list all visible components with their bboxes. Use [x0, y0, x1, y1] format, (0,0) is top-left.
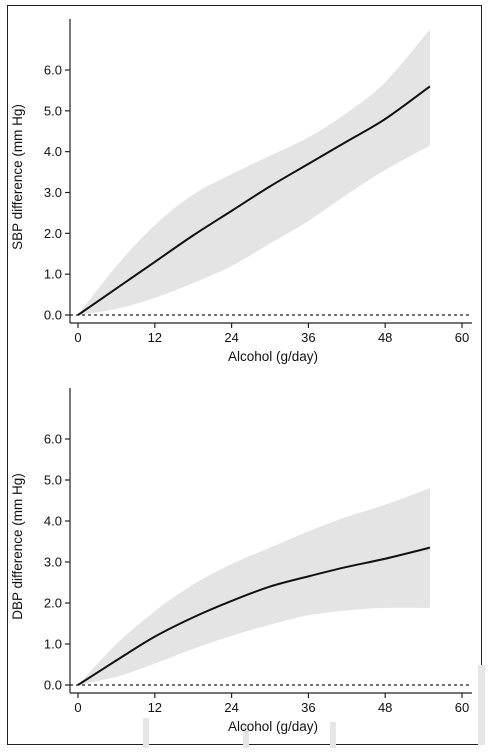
sbp-x-tick-label: 60 — [455, 330, 469, 345]
watermark-shapes — [143, 665, 485, 748]
watermark-stroke-2 — [243, 724, 249, 748]
watermark-stroke-1 — [143, 718, 149, 748]
sbp-x-tick-label: 12 — [148, 330, 162, 345]
dbp-y-axis-title: DBP difference (mm Hg) — [10, 473, 25, 620]
dbp-estimate-line — [77, 546, 431, 686]
sbp-x-axis-title: Alcohol (g/day) — [228, 349, 318, 364]
dbp-x-tick-label: 60 — [455, 700, 469, 715]
sbp-y-tick-label: 1.0 — [44, 267, 62, 282]
dbp-y-tick-label: 2.0 — [44, 596, 62, 611]
sbp-panel: 0.0 1.0 2.0 3.0 4.0 5.0 6.0 0 12 24 36 48 60 SBP di… — [10, 19, 472, 364]
dbp-y-tick-label: 5.0 — [44, 473, 62, 488]
dbp-x-tick-label: 36 — [301, 700, 315, 715]
watermark-stroke-4 — [478, 665, 485, 745]
dbp-ci-band — [78, 488, 430, 685]
sbp-y-tick-label: 6.0 — [44, 63, 62, 78]
dbp-panel: 0.0 1.0 2.0 3.0 4.0 5.0 6.0 0 12 24 36 48 60 DBP di… — [10, 388, 472, 734]
sbp-y-tick-label: 4.0 — [44, 144, 62, 159]
dbp-y-tick-label: 1.0 — [44, 637, 62, 652]
watermark-stroke-3 — [330, 722, 336, 748]
dbp-y-tick-label: 6.0 — [44, 432, 62, 447]
sbp-y-tick-label: 0.0 — [44, 308, 62, 323]
dbp-y-tick-label: 0.0 — [44, 678, 62, 693]
sbp-y-axis-title: SBP difference (mm Hg) — [10, 104, 25, 250]
sbp-y-tick-label: 5.0 — [44, 103, 62, 118]
sbp-x-tick-label: 36 — [301, 330, 315, 345]
dbp-x-axis-title: Alcohol (g/day) — [228, 719, 318, 734]
sbp-x-tick-label: 0 — [74, 330, 81, 345]
sbp-y-tick-label: 2.0 — [44, 226, 62, 241]
sbp-x-tick-label: 24 — [224, 330, 238, 345]
sbp-ci-band — [78, 29, 430, 315]
sbp-y-tick-label: 3.0 — [44, 185, 62, 200]
sbp-x-ticks: 0 12 24 36 48 60 — [74, 323, 469, 345]
dbp-x-tick-label: 48 — [378, 700, 392, 715]
dbp-y-ticks: 0.0 1.0 2.0 3.0 4.0 5.0 6.0 — [44, 432, 70, 693]
dbp-x-tick-label: 24 — [224, 700, 238, 715]
dbp-y-tick-label: 3.0 — [44, 555, 62, 570]
dbp-y-tick-label: 4.0 — [44, 514, 62, 529]
sbp-x-tick-label: 48 — [378, 330, 392, 345]
dbp-x-tick-label: 0 — [74, 700, 81, 715]
sbp-estimate-line — [77, 85, 431, 316]
dbp-x-ticks: 0 12 24 36 48 60 — [74, 693, 469, 715]
sbp-y-ticks: 0.0 1.0 2.0 3.0 4.0 5.0 6.0 — [44, 63, 70, 323]
dbp-x-tick-label: 12 — [148, 700, 162, 715]
